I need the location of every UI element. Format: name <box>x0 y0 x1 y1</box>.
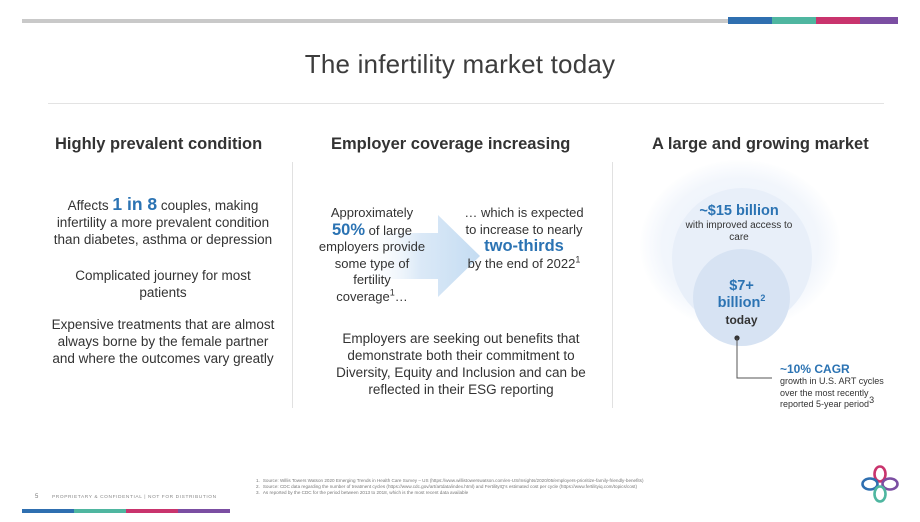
heading-prevalent-condition: Highly prevalent condition <box>55 135 263 153</box>
top-rule <box>22 19 898 23</box>
slide-title: The infertility market today <box>304 49 616 79</box>
coverage-projected-stat: … which is expected to increase to nearl… <box>464 205 584 271</box>
prevalence-statement: Affects 1 in 8 couples, making infertili… <box>53 194 273 247</box>
footnote-3: 3. As reported by the CDC for the period … <box>256 490 469 496</box>
total-market-label: ~$15 billion with improved access to car… <box>680 203 798 244</box>
confidentiality-notice: PROPRIETARY & CONFIDENTIAL | NOT FOR DIS… <box>52 495 217 500</box>
total-market-caption: with improved access to care <box>685 220 793 243</box>
accent-bar-blue <box>728 17 772 24</box>
coverage-current-stat: Approximately 50% of large employers pro… <box>318 205 426 304</box>
heading-growing-market: A large and growing market <box>652 135 869 153</box>
arrow-right-icon <box>360 215 480 297</box>
cagr-callout: ~10% CAGR growth in U.S. ART cycles over… <box>780 362 898 411</box>
one-in-eight-stat: 1 in 8 <box>112 194 158 214</box>
current-market-label: $7+ billion2 today <box>693 278 790 328</box>
current-market-caption: today <box>725 313 758 327</box>
footnote-2: 2. Source: CDC data regarding the number … <box>256 484 637 490</box>
complicated-journey-point: Complicated journey for most patients <box>75 268 251 300</box>
column-divider-right <box>612 162 613 408</box>
accent-bar-pink <box>816 17 860 24</box>
accent-bar-purple <box>860 17 898 24</box>
accent-bar-teal <box>772 17 816 24</box>
employer-benefits-statement: Employers are seeking out benefits that … <box>336 331 586 397</box>
two-thirds-stat: two-thirds <box>484 237 564 255</box>
four-petal-logo-icon <box>861 465 899 503</box>
current-market-circle <box>693 249 790 346</box>
current-market-value-line1: $7+ <box>729 278 754 294</box>
column-divider-left <box>292 162 293 408</box>
cagr-leader-line <box>734 335 772 379</box>
heading-employer-coverage: Employer coverage increasing <box>331 135 571 153</box>
current-market-value-line2: billion <box>717 295 761 311</box>
footnotes: 1. Source: Willis Towers Watson 2020 Emer… <box>256 478 756 497</box>
expensive-treatments-point: Expensive treatments that are almost alw… <box>51 317 275 366</box>
prevalence-points: Affects 1 in 8 couples, making infertili… <box>50 194 276 382</box>
page-number: 5 <box>35 494 39 500</box>
cagr-caption: growth in U.S. ART cycles over the most … <box>780 376 884 409</box>
bottom-color-rule <box>22 509 230 513</box>
fifty-percent-stat: 50% <box>331 220 366 239</box>
cagr-value: ~10% CAGR <box>780 362 850 376</box>
title-divider <box>48 103 884 104</box>
total-market-value: ~$15 billion <box>699 203 779 219</box>
footnote-1: 1. Source: Willis Towers Watson 2020 Emer… <box>256 478 644 483</box>
